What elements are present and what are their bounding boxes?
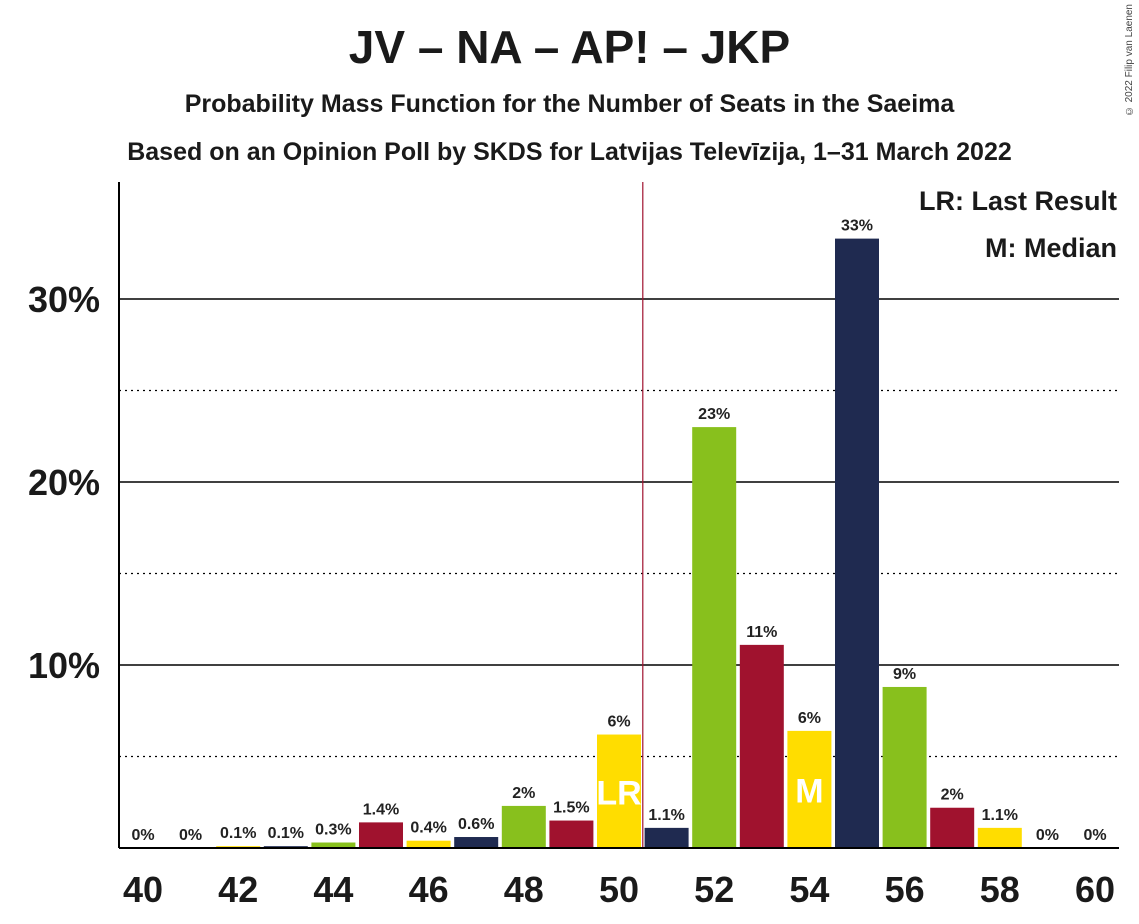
median-marker: M [795,772,823,810]
bar-seat-52 [692,427,737,848]
x-tick-label: 54 [789,869,829,910]
bar-seat-48 [501,805,546,848]
data-label: 1.1% [648,807,684,824]
data-label: 0% [1083,827,1106,844]
x-tick-label: 52 [694,869,734,910]
data-label: 0% [1036,827,1059,844]
data-label: 1.4% [363,801,399,818]
data-label: 33% [841,218,873,235]
chart-source-line: Based on an Opinion Poll by SKDS for Lat… [127,138,1012,166]
x-tick-label: 40 [123,869,163,910]
legend-median: M: Median [985,233,1117,263]
data-label: 2% [512,785,535,802]
data-label: 1.5% [553,800,589,817]
data-label: 1.1% [982,807,1018,824]
bar-seat-53 [739,644,784,848]
data-label: 0% [179,827,202,844]
data-label: 23% [698,406,730,423]
bar-seat-58 [977,827,1022,848]
bar-seat-44 [311,842,356,848]
y-tick-label: 30% [28,279,100,320]
legend-last-result: LR: Last Result [918,186,1117,216]
data-label: 0% [131,827,154,844]
bar-seat-55 [835,238,879,849]
bar-seat-47 [454,837,499,848]
chart-title: JV – NA – AP! – JKP [348,21,791,73]
bar-seat-45 [359,822,403,848]
x-tick-label: 48 [504,869,544,910]
x-tick-label: 46 [409,869,449,910]
last-result-marker: LR [596,774,641,812]
data-label: 11% [746,624,777,641]
x-tick-label: 50 [599,869,639,910]
data-label: 0.3% [315,822,351,839]
x-tick-label: 44 [313,869,353,910]
data-label: 6% [798,710,821,727]
bar-seat-57 [930,807,975,848]
bar-seat-51 [644,827,689,848]
bar-seat-49 [549,820,594,848]
data-label: 0.1% [220,825,256,842]
x-tick-label: 58 [980,869,1020,910]
x-tick-label: 56 [885,869,925,910]
x-tick-label: 60 [1075,869,1115,910]
data-label: 0.6% [458,816,494,833]
data-label: 6% [607,714,630,731]
y-tick-label: 20% [28,462,100,503]
x-tick-label: 42 [218,869,258,910]
bar-seat-46 [406,840,451,848]
chart-subtitle: Probability Mass Function for the Number… [184,90,955,118]
data-label: 0.1% [268,825,304,842]
data-label: 2% [941,787,964,804]
bar-seat-56 [882,686,927,848]
data-label: 9% [893,666,916,683]
data-label: 0.4% [410,820,446,837]
bar-seat-50 [597,734,641,848]
y-tick-label: 10% [28,645,100,686]
bar-seat-54 [787,730,832,848]
